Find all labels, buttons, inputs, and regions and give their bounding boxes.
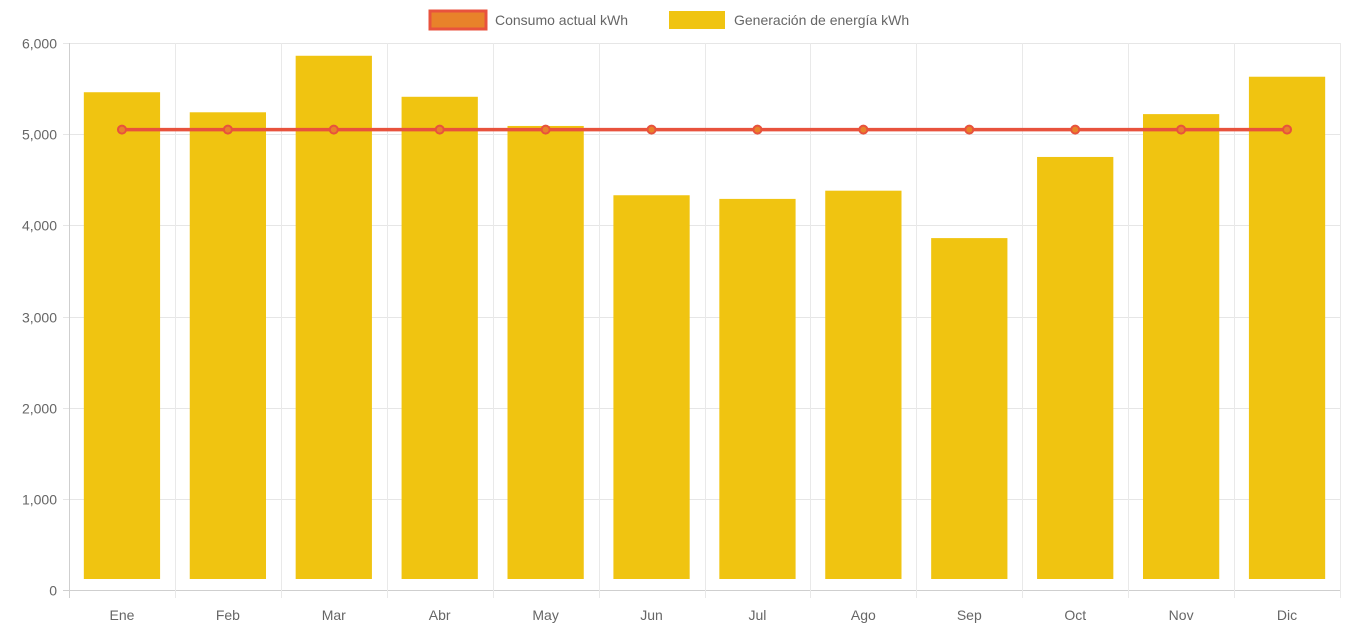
bar[interactable] — [1142, 114, 1220, 580]
bar[interactable] — [931, 238, 1008, 579]
bar[interactable] — [613, 195, 690, 579]
bar[interactable] — [189, 112, 267, 579]
line-point[interactable] — [222, 124, 233, 135]
line-point[interactable] — [434, 124, 445, 135]
x-tick-label: Abr — [429, 607, 451, 623]
y-tick-label: 5,000 — [22, 127, 57, 143]
y-tick-label: 1,000 — [22, 492, 57, 508]
y-tick-label: 2,000 — [22, 401, 57, 417]
x-axis: Ene Feb Mar Abr May Jun Jul Ago Sep Oct Nov Dic — [109, 607, 1297, 623]
line-point[interactable] — [1176, 124, 1187, 135]
y-tick-label: 6,000 — [22, 36, 57, 52]
line-point[interactable] — [540, 124, 551, 135]
y-tick-label: 3,000 — [22, 310, 57, 326]
x-tick-label: May — [532, 607, 558, 623]
y-axis: 0 1,000 2,000 3,000 4,000 5,000 6,000 — [22, 36, 57, 599]
x-tick-label: Oct — [1064, 607, 1086, 623]
bar[interactable] — [825, 190, 902, 579]
x-tick-label: Ene — [109, 607, 134, 623]
line-series — [116, 124, 1293, 135]
legend-item-consumo[interactable]: Consumo actual kWh — [428, 9, 628, 31]
y-tick-label: 0 — [49, 583, 57, 599]
legend-label-consumo: Consumo actual kWh — [495, 12, 628, 28]
line-point[interactable] — [328, 124, 339, 135]
x-tick-label: Jun — [640, 607, 663, 623]
bar[interactable] — [1037, 156, 1114, 580]
line-point[interactable] — [646, 124, 657, 135]
line-point[interactable] — [858, 124, 869, 135]
x-tick-label: Ago — [851, 607, 876, 623]
legend-swatch-consumo — [428, 9, 488, 31]
y-tick-label: 4,000 — [22, 218, 57, 234]
legend-item-generacion[interactable]: Generación de energía kWh — [669, 11, 909, 29]
line-point[interactable] — [116, 124, 127, 135]
legend: Consumo actual kWh Generación de energía… — [428, 9, 909, 31]
bar[interactable] — [401, 96, 478, 579]
legend-swatch-generacion — [669, 11, 725, 29]
bar[interactable] — [295, 55, 372, 580]
bar[interactable] — [507, 125, 584, 579]
bar[interactable] — [719, 198, 796, 579]
x-tick-label: Nov — [1169, 607, 1194, 623]
x-tick-label: Feb — [216, 607, 240, 623]
grid-lines — [63, 43, 1341, 598]
line-point[interactable] — [752, 124, 763, 135]
x-tick-label: Dic — [1277, 607, 1297, 623]
line-point[interactable] — [964, 124, 975, 135]
x-tick-label: Sep — [957, 607, 982, 623]
line-point[interactable] — [1282, 124, 1293, 135]
bar[interactable] — [83, 92, 161, 579]
line-point[interactable] — [1070, 124, 1081, 135]
bar-series — [83, 55, 1326, 580]
legend-label-generacion: Generación de energía kWh — [734, 12, 909, 28]
x-tick-label: Mar — [322, 607, 346, 623]
x-tick-label: Jul — [749, 607, 767, 623]
bar[interactable] — [1248, 76, 1326, 580]
